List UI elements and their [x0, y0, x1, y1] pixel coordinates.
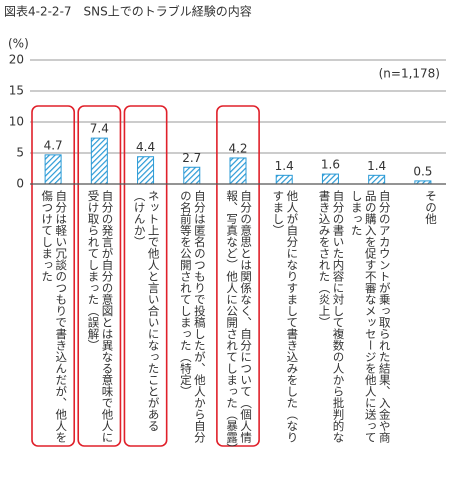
y-tick-label: 15	[9, 84, 24, 98]
chart-title: 図表4-2-2-7 SNS上でのトラブル経験の内容	[4, 4, 252, 19]
value-label: 4.7	[44, 138, 63, 152]
bar	[368, 174, 386, 185]
bar	[321, 173, 339, 185]
x-tick-label: 自分は匿名のつもりで投稿したが、他人から自分の名前等を公開されてしまった（特定）	[178, 190, 207, 443]
x-tick-label: その他	[423, 190, 438, 225]
y-tick-label: 10	[9, 115, 24, 129]
highlight-box	[31, 105, 76, 447]
x-tick-label: 他人が自分になりすまして書き込みをした（なりすまし）	[271, 190, 300, 443]
y-tick-label: 0	[16, 177, 24, 191]
highlight-box	[216, 105, 260, 447]
value-label: 7.4	[90, 122, 109, 136]
value-label: 1.4	[367, 159, 386, 173]
bar	[229, 157, 247, 185]
y-tick-label: 20	[9, 53, 24, 67]
value-label: 4.2	[228, 141, 247, 155]
bar	[44, 154, 62, 185]
x-tick-label: 自分は軽い冗談のつもりで書き込んだが、他人を傷つけてしまった	[40, 190, 69, 443]
bar	[183, 166, 201, 185]
value-label: 1.6	[321, 158, 340, 172]
bar	[137, 156, 155, 185]
x-tick-label: 自分のアカウントが乗っ取られた結果、入金や商品の購入を促す不審なメッセージを他人…	[349, 190, 392, 443]
annotation: (n=1,178)	[379, 67, 440, 81]
x-tick-label: 自分の発言が自分の意図とは異なる意味で他人に受け取られてしまった（誤解）	[86, 190, 115, 443]
value-label: 0.5	[413, 164, 432, 178]
highlight-box	[123, 105, 168, 447]
highlight-box	[77, 105, 122, 447]
value-label: 1.4	[275, 159, 294, 173]
y-tick-label: 5	[16, 146, 24, 160]
y-axis-label: (%)	[8, 37, 29, 51]
x-tick-label: 自分の書いた内容に対して複数の人から批判的な書き込みをされた（炎上）	[317, 190, 346, 443]
bar	[275, 174, 293, 185]
x-tick-label: ネット上で他人と言い合いになったことがある（けんか）	[132, 190, 161, 432]
bar	[90, 137, 108, 185]
value-label: 2.7	[182, 151, 201, 165]
value-label: 4.4	[136, 140, 155, 154]
x-tick-label: 自分の意思とは関係なく、自分について（個人情報、写真など）他人に公開されてしまっ…	[225, 190, 254, 455]
